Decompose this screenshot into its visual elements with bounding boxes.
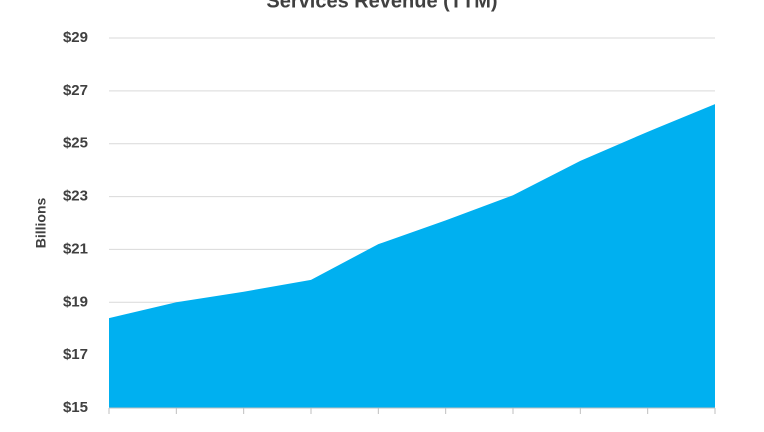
y-axis-label: Billions	[33, 198, 49, 249]
y-tick-label: $15	[63, 399, 88, 416]
area	[109, 104, 715, 409]
y-tick-label: $25	[63, 135, 88, 152]
y-tick-label: $17	[63, 346, 88, 363]
y-tick-label: $27	[63, 82, 88, 99]
y-tick-label: $21	[63, 240, 88, 257]
chart-title: Services Revenue (TTM)	[266, 0, 497, 12]
y-tick-label: $29	[63, 29, 88, 46]
y-tick-label: $23	[63, 188, 88, 205]
y-tick-label: $19	[63, 293, 88, 310]
